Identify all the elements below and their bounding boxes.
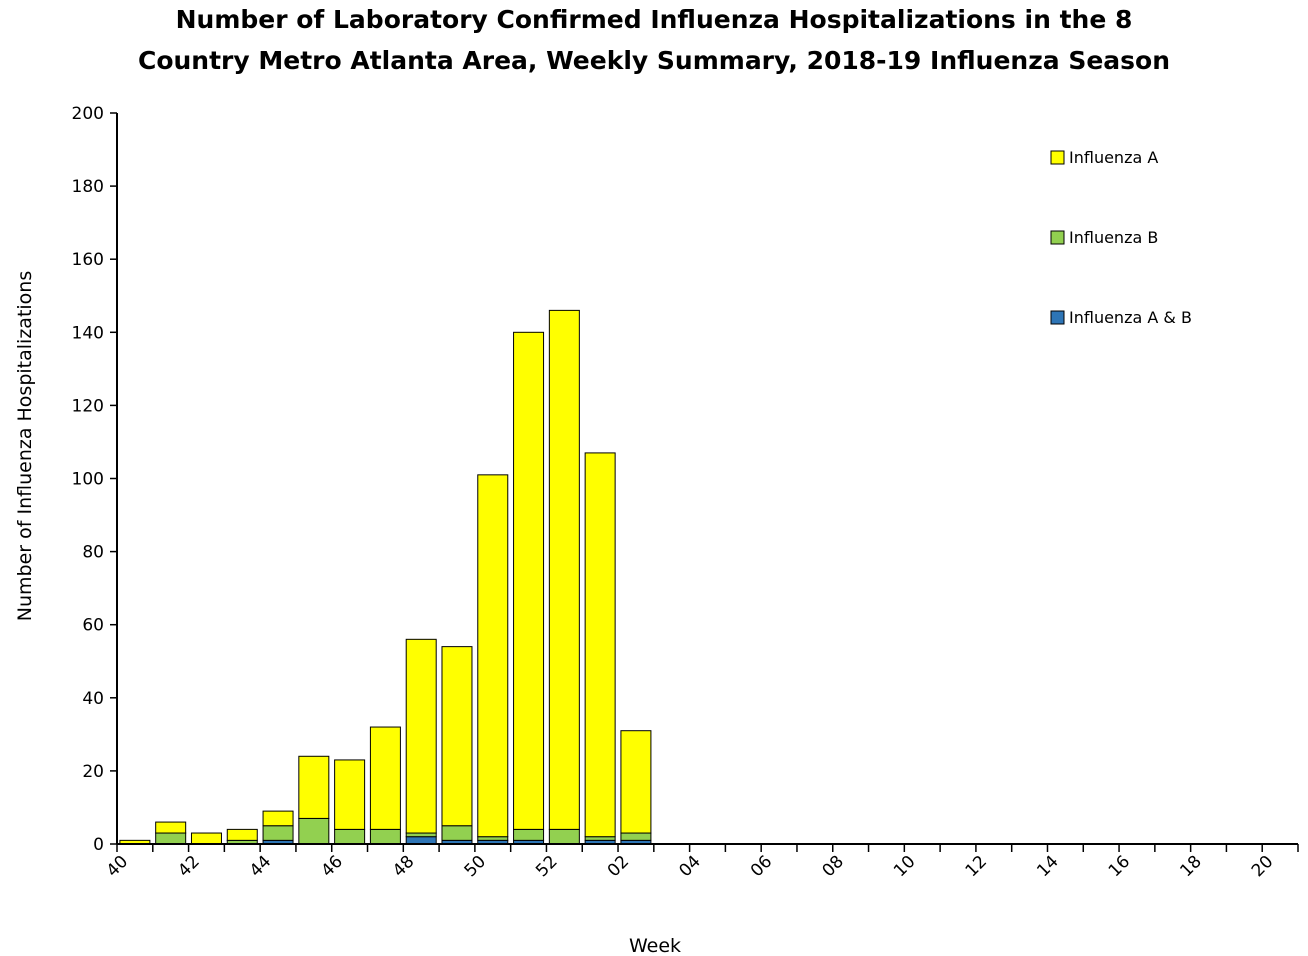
bar-week-44-series-1 (262, 825, 294, 841)
y-tick-label-120: 120 (72, 396, 104, 416)
bar-week-41-series-1 (155, 832, 187, 845)
x-tick-label-46: 46 (317, 852, 346, 881)
legend-swatch-influenza-b (1050, 230, 1065, 245)
x-tick-label-14: 14 (1033, 852, 1062, 881)
bar-week-50-series-2 (477, 474, 509, 838)
legend-label-influenza-a: Influenza A (1069, 148, 1158, 167)
legend-label-influenza-a-b: Influenza A & B (1069, 308, 1192, 327)
y-tick-label-140: 140 (72, 323, 104, 343)
bar-week-42-series-2 (190, 832, 222, 845)
x-tick-label-02: 02 (604, 852, 633, 881)
chart-title-line-2: Country Metro Atlanta Area, Weekly Summa… (138, 46, 1170, 75)
y-tick-label-160: 160 (72, 250, 104, 270)
bar-week-45-series-2 (298, 755, 330, 819)
bar-week-48-series-1 (405, 832, 437, 838)
x-tick-label-12: 12 (962, 852, 991, 881)
x-tick-label-52: 52 (532, 852, 561, 881)
y-tick-label-60: 60 (82, 616, 104, 636)
bar-week-50-series-1 (477, 836, 509, 841)
bar-week-02-series-2 (620, 730, 652, 834)
bar-week-43-series-2 (226, 828, 258, 841)
bar-week-02-series-1 (620, 832, 652, 841)
bar-week-51-series-2 (513, 331, 545, 830)
bar-week-41-series-2 (155, 821, 187, 834)
x-tick-label-08: 08 (818, 852, 847, 881)
bar-week-01-series-2 (584, 452, 616, 838)
legend-swatch-influenza-a-b (1050, 310, 1065, 325)
x-axis-title: Week (629, 935, 681, 956)
x-tick-label-50: 50 (461, 852, 490, 881)
x-tick-label-44: 44 (246, 852, 275, 881)
bar-week-52-series-1 (548, 828, 580, 845)
bar-week-47-series-2 (369, 726, 401, 830)
bar-week-48-series-2 (405, 638, 437, 834)
bar-week-49-series-2 (441, 646, 473, 827)
chart-title: Number of Laboratory Confirmed Influenza… (138, 5, 1170, 75)
bar-week-49-series-1 (441, 825, 473, 841)
x-tick-label-10: 10 (890, 852, 919, 881)
bar-week-46-series-1 (334, 828, 366, 845)
bar-week-51-series-1 (513, 828, 545, 841)
x-tick-label-48: 48 (389, 852, 418, 881)
x-tick-label-18: 18 (1176, 852, 1205, 881)
y-tick-label-180: 180 (72, 177, 104, 197)
y-tick-label-80: 80 (82, 543, 104, 563)
chart-title-line-1: Number of Laboratory Confirmed Influenza… (176, 5, 1133, 34)
x-tick-label-16: 16 (1105, 852, 1134, 881)
bar-week-45-series-1 (298, 817, 330, 845)
bar-week-52-series-2 (548, 309, 580, 830)
y-tick-label-20: 20 (82, 762, 104, 782)
legend: Influenza A Influenza B Influenza A & B (1050, 148, 1192, 327)
y-tick-label-40: 40 (82, 689, 104, 709)
bar-week-01-series-1 (584, 836, 616, 841)
legend-swatch-influenza-a (1050, 150, 1065, 165)
y-tick-label-100: 100 (72, 470, 104, 490)
x-tick-label-20: 20 (1248, 852, 1277, 881)
bar-week-47-series-1 (369, 828, 401, 845)
x-tick-label-40: 40 (103, 852, 132, 881)
y-tick-label-0: 0 (93, 835, 104, 855)
x-tick-label-42: 42 (174, 852, 203, 881)
bar-week-48-series-0 (405, 836, 437, 845)
x-tick-label-06: 06 (747, 852, 776, 881)
legend-label-influenza-b: Influenza B (1069, 228, 1158, 247)
bar-week-46-series-2 (334, 759, 366, 830)
y-tick-label-200: 200 (72, 104, 104, 124)
x-tick-label-04: 04 (675, 852, 704, 881)
bar-week-44-series-2 (262, 810, 294, 827)
y-axis-title: Number of Influenza Hospitalizations (14, 271, 36, 621)
